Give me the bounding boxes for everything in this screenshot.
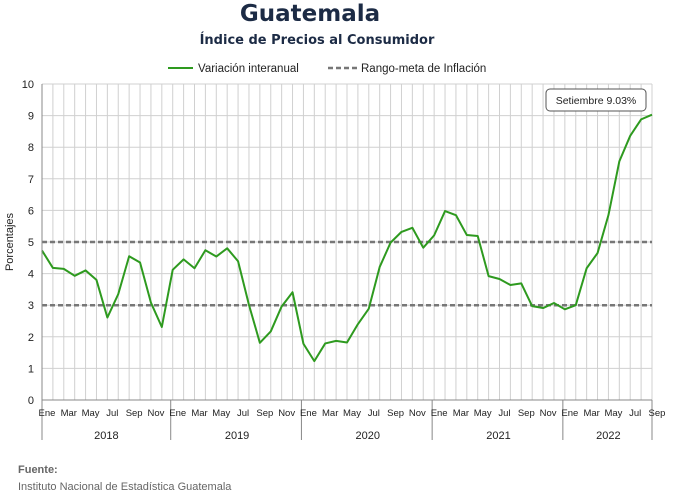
x-tick-label-month: Mar bbox=[191, 408, 207, 419]
x-tick-label-month: May bbox=[82, 408, 100, 419]
x-tick-label-year: 2020 bbox=[356, 430, 380, 442]
y-tick-label: 4 bbox=[28, 269, 34, 281]
legend-label-series-2: Rango-meta de Inflación bbox=[361, 63, 486, 75]
chart-subtitle: Índice de Precios al Consumidor bbox=[200, 32, 435, 48]
x-tick-label-month: Sep bbox=[126, 408, 143, 419]
x-tick-label-month: Jul bbox=[106, 408, 118, 419]
annotation-text: Setiembre 9.03% bbox=[556, 95, 637, 107]
y-tick-label: 7 bbox=[28, 174, 34, 186]
annotation-box: Setiembre 9.03% bbox=[545, 88, 647, 112]
y-tick-label: 5 bbox=[28, 237, 34, 249]
x-tick-label-year: 2022 bbox=[596, 430, 620, 442]
y-axis-title: Porcentajes bbox=[4, 212, 16, 271]
chart-title: Guatemala bbox=[240, 1, 380, 27]
y-tick-label: 1 bbox=[28, 363, 34, 375]
y-tick-label: 8 bbox=[28, 142, 34, 154]
x-tick-label-month: May bbox=[474, 408, 492, 419]
series-line-variacion-interanual bbox=[41, 113, 653, 363]
x-tick-label-year: 2018 bbox=[94, 430, 118, 442]
legend-label-series-1: Variación interanual bbox=[198, 63, 299, 75]
x-tick-label-month: Ene bbox=[300, 408, 317, 419]
x-tick-label-month: Jul bbox=[237, 408, 249, 419]
y-tick-label: 10 bbox=[22, 79, 34, 91]
x-tick-label-month: Nov bbox=[278, 408, 295, 419]
y-tick-label: 3 bbox=[28, 300, 34, 312]
x-tick-label-year: 2021 bbox=[486, 430, 510, 442]
y-tick-label: 0 bbox=[28, 395, 34, 407]
x-tick-label-month: Nov bbox=[409, 408, 426, 419]
legend: Variación interanual Rango-meta de Infla… bbox=[168, 63, 486, 75]
x-tick-label-month: May bbox=[343, 408, 361, 419]
labels: 0 1 2 3 4 5 6 7 8 9 10 Ene Mar May Jul Sep Nov Ene Mar May J… bbox=[22, 79, 666, 442]
x-tick-label-month: Sep bbox=[518, 408, 535, 419]
x-tick-label-month: Mar bbox=[61, 408, 77, 419]
y-tick-label: 6 bbox=[28, 205, 34, 217]
y-tick-label: 2 bbox=[28, 332, 34, 344]
x-tick-label-month: Sep bbox=[649, 408, 666, 419]
x-tick-label-month: Mar bbox=[583, 408, 599, 419]
x-tick-label-month: Nov bbox=[540, 408, 557, 419]
x-tick-label-month: Ene bbox=[169, 408, 186, 419]
series-layer bbox=[41, 113, 653, 363]
x-tick-label-month: May bbox=[212, 408, 230, 419]
x-tick-label-month: Jul bbox=[368, 408, 380, 419]
axes bbox=[41, 84, 653, 440]
y-tick-label: 9 bbox=[28, 111, 34, 123]
x-tick-label-month: Mar bbox=[453, 408, 469, 419]
x-tick-label-month: Ene bbox=[431, 408, 448, 419]
x-tick-label-month: Ene bbox=[561, 408, 578, 419]
x-tick-label-month: Nov bbox=[147, 408, 164, 419]
x-tick-label-month: Jul bbox=[629, 408, 641, 419]
x-tick-label-month: Mar bbox=[322, 408, 338, 419]
x-tick-label-month: Sep bbox=[256, 408, 273, 419]
annotation-frame bbox=[545, 88, 647, 112]
source-text: Instituto Nacional de Estadística Guatem… bbox=[18, 481, 232, 493]
x-tick-label-month: May bbox=[604, 408, 622, 419]
x-tick-label-year: 2019 bbox=[225, 430, 249, 442]
x-tick-label-month: Ene bbox=[39, 408, 56, 419]
source-label: Fuente: bbox=[18, 464, 58, 476]
x-tick-label-month: Sep bbox=[387, 408, 404, 419]
x-tick-label-month: Jul bbox=[498, 408, 510, 419]
